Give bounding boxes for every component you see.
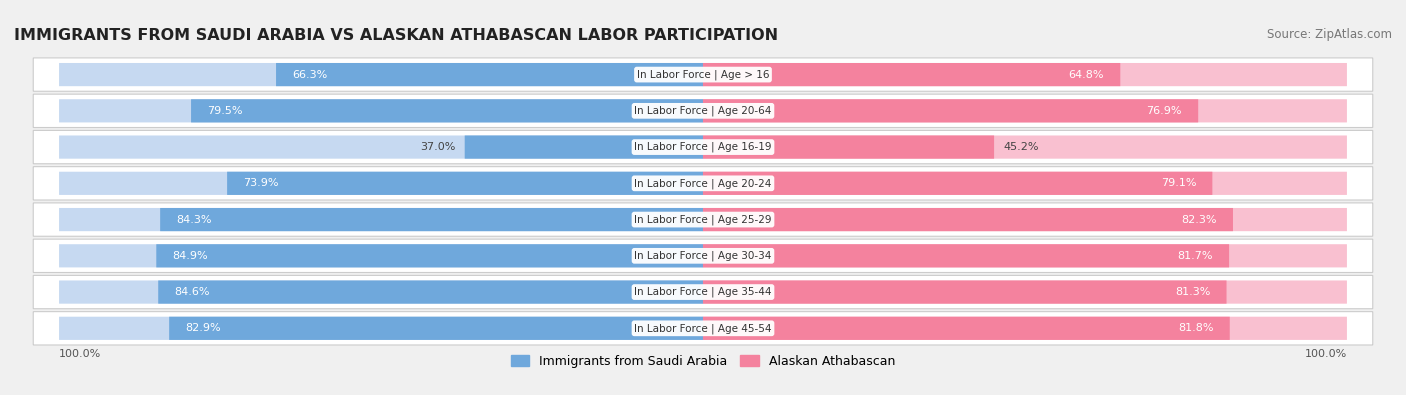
Text: 82.3%: 82.3% [1181, 214, 1216, 225]
Text: 81.8%: 81.8% [1178, 324, 1213, 333]
FancyBboxPatch shape [156, 244, 703, 267]
FancyBboxPatch shape [703, 172, 1212, 195]
FancyBboxPatch shape [703, 317, 1347, 340]
FancyBboxPatch shape [703, 135, 994, 159]
Text: Source: ZipAtlas.com: Source: ZipAtlas.com [1267, 28, 1392, 41]
Text: 82.9%: 82.9% [186, 324, 221, 333]
FancyBboxPatch shape [703, 135, 1347, 159]
Text: 100.0%: 100.0% [1305, 350, 1347, 359]
Text: IMMIGRANTS FROM SAUDI ARABIA VS ALASKAN ATHABASCAN LABOR PARTICIPATION: IMMIGRANTS FROM SAUDI ARABIA VS ALASKAN … [14, 28, 778, 43]
FancyBboxPatch shape [59, 317, 703, 340]
Text: 37.0%: 37.0% [420, 142, 456, 152]
Text: 84.6%: 84.6% [174, 287, 209, 297]
FancyBboxPatch shape [34, 312, 1372, 345]
Text: In Labor Force | Age 20-64: In Labor Force | Age 20-64 [634, 105, 772, 116]
FancyBboxPatch shape [191, 99, 703, 122]
FancyBboxPatch shape [169, 317, 703, 340]
FancyBboxPatch shape [703, 244, 1229, 267]
FancyBboxPatch shape [465, 135, 703, 159]
Text: In Labor Force | Age 30-34: In Labor Force | Age 30-34 [634, 250, 772, 261]
FancyBboxPatch shape [59, 99, 703, 122]
FancyBboxPatch shape [34, 239, 1372, 273]
FancyBboxPatch shape [59, 280, 703, 304]
FancyBboxPatch shape [34, 94, 1372, 128]
Text: 81.7%: 81.7% [1177, 251, 1213, 261]
Text: 76.9%: 76.9% [1146, 106, 1182, 116]
Text: In Labor Force | Age 45-54: In Labor Force | Age 45-54 [634, 323, 772, 333]
Text: 84.3%: 84.3% [176, 214, 212, 225]
FancyBboxPatch shape [59, 244, 703, 267]
FancyBboxPatch shape [703, 99, 1347, 122]
Text: 79.5%: 79.5% [207, 106, 243, 116]
Text: 73.9%: 73.9% [243, 178, 278, 188]
Text: In Labor Force | Age > 16: In Labor Force | Age > 16 [637, 70, 769, 80]
FancyBboxPatch shape [34, 58, 1372, 91]
FancyBboxPatch shape [276, 63, 703, 86]
FancyBboxPatch shape [59, 208, 703, 231]
Text: In Labor Force | Age 25-29: In Labor Force | Age 25-29 [634, 214, 772, 225]
FancyBboxPatch shape [34, 203, 1372, 236]
FancyBboxPatch shape [34, 167, 1372, 200]
Text: 81.3%: 81.3% [1175, 287, 1211, 297]
FancyBboxPatch shape [703, 208, 1347, 231]
FancyBboxPatch shape [703, 317, 1230, 340]
Text: 64.8%: 64.8% [1069, 70, 1104, 79]
Text: 84.9%: 84.9% [173, 251, 208, 261]
Text: 45.2%: 45.2% [1004, 142, 1039, 152]
Text: In Labor Force | Age 16-19: In Labor Force | Age 16-19 [634, 142, 772, 152]
Legend: Immigrants from Saudi Arabia, Alaskan Athabascan: Immigrants from Saudi Arabia, Alaskan At… [505, 348, 901, 374]
FancyBboxPatch shape [34, 275, 1372, 309]
FancyBboxPatch shape [59, 135, 703, 159]
FancyBboxPatch shape [703, 172, 1347, 195]
FancyBboxPatch shape [703, 280, 1347, 304]
FancyBboxPatch shape [703, 244, 1347, 267]
FancyBboxPatch shape [228, 172, 703, 195]
FancyBboxPatch shape [703, 63, 1121, 86]
FancyBboxPatch shape [59, 63, 703, 86]
FancyBboxPatch shape [59, 172, 703, 195]
Text: In Labor Force | Age 20-24: In Labor Force | Age 20-24 [634, 178, 772, 188]
Text: 66.3%: 66.3% [292, 70, 328, 79]
FancyBboxPatch shape [34, 130, 1372, 164]
FancyBboxPatch shape [160, 208, 703, 231]
Text: 79.1%: 79.1% [1161, 178, 1197, 188]
FancyBboxPatch shape [703, 208, 1233, 231]
Text: 100.0%: 100.0% [59, 350, 101, 359]
FancyBboxPatch shape [159, 280, 703, 304]
FancyBboxPatch shape [703, 280, 1226, 304]
FancyBboxPatch shape [703, 99, 1198, 122]
Text: In Labor Force | Age 35-44: In Labor Force | Age 35-44 [634, 287, 772, 297]
FancyBboxPatch shape [703, 63, 1347, 86]
